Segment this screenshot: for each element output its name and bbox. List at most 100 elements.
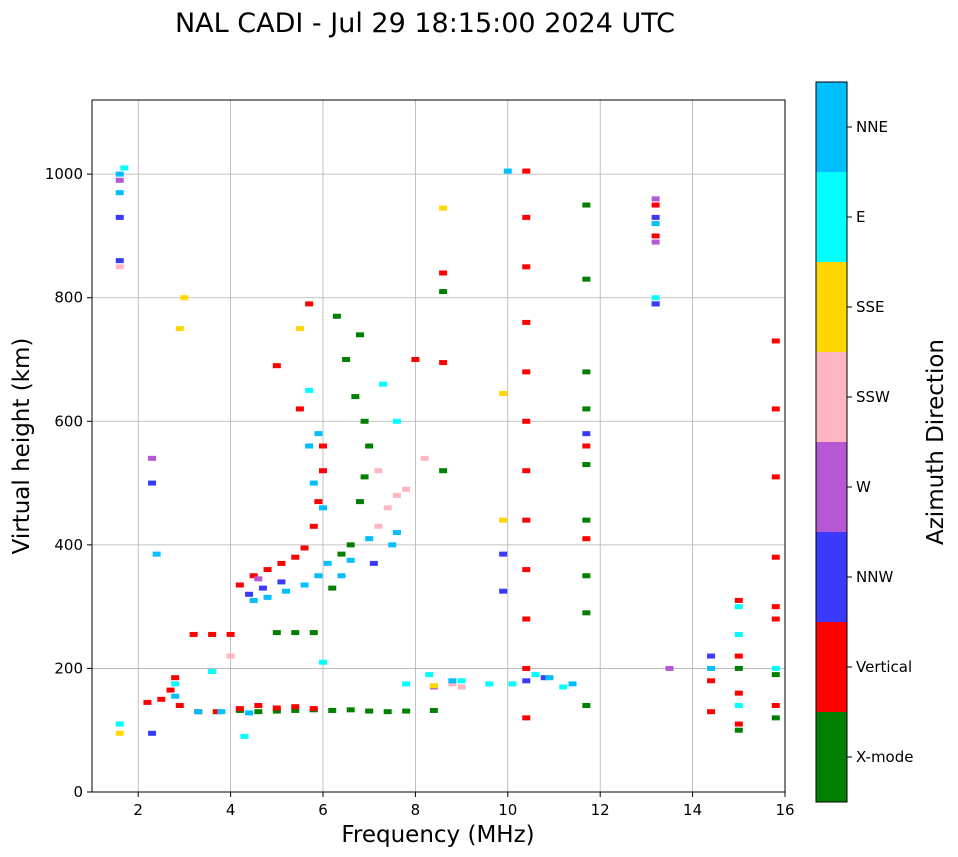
data-point [771,406,780,412]
data-point [540,675,549,681]
data-point [351,394,360,400]
data-point [143,699,152,705]
data-point [337,573,346,579]
data-point [411,357,420,362]
colorbar-segment [816,262,847,352]
y-tick-label: 1000 [45,165,83,183]
data-point [226,631,235,637]
data-point [734,631,743,637]
data-point [295,406,304,412]
data-point [148,730,157,736]
data-point [171,675,180,681]
data-point [582,406,591,412]
series-e [115,165,780,739]
data-point [508,681,517,687]
data-point [522,319,531,325]
colorbar-tick-label: SSW [856,388,890,406]
data-point [282,588,291,594]
plot-frame [91,99,786,793]
data-point [171,693,180,699]
data-point [499,588,508,594]
data-point [319,505,327,511]
data-point [277,579,286,585]
colorbar-tick-label: X-mode [856,748,913,766]
data-point [771,474,780,480]
data-point [309,480,318,486]
data-point [522,616,531,622]
data-point [582,573,591,579]
data-point [291,630,300,636]
data-point [323,560,332,566]
x-tick-label: 12 [591,801,610,819]
colorbar-segment [816,82,847,172]
data-point [651,214,660,220]
data-point [369,560,378,566]
data-point [439,468,448,474]
data-point [194,709,203,715]
data-point [771,338,780,344]
colorbar-segment [816,442,847,532]
data-point [402,708,411,714]
y-tick-label: 600 [54,412,83,430]
data-point [245,591,254,597]
x-axis-ticks: 2 4 6 8 10 12 14 16 [133,792,795,819]
data-point [217,709,226,715]
data-point [291,707,300,713]
data-marks [115,165,780,739]
data-point [319,468,327,474]
data-point [374,468,383,474]
data-point [314,431,323,437]
data-point [245,710,254,716]
data-point [249,597,258,603]
data-point [332,313,341,319]
colorbar-tick-label: W [856,478,871,496]
data-point [522,678,531,684]
data-point [707,653,716,659]
data-point [295,326,304,332]
data-point [360,418,369,424]
data-point [448,681,457,687]
data-point [420,455,429,461]
data-point [707,709,716,715]
data-point [346,707,355,713]
data-point [365,443,374,449]
data-point [365,536,374,542]
colorbar-tick-label: SSE [856,298,885,316]
data-point [328,585,337,591]
data-point [300,582,309,588]
series-ssw [115,264,466,690]
data-point [429,683,438,689]
data-point [319,443,327,449]
x-tick-label: 14 [683,801,702,819]
data-point [355,332,364,338]
data-point [346,542,355,548]
data-point [300,545,309,551]
data-point [582,443,591,449]
data-point [439,360,448,366]
data-point [499,390,508,396]
series-vertical [143,168,780,727]
data-point [166,687,175,693]
data-point [258,585,267,591]
y-axis-ticks: 0 200 400 600 800 1000 [45,165,92,801]
data-point [439,205,448,211]
data-point [771,554,780,560]
data-point [314,499,323,505]
data-point [582,369,591,375]
data-point [582,202,591,208]
colorbar-tick-label: E [856,208,865,226]
colorbar-segment [816,712,847,802]
data-point [240,733,249,739]
data-point [559,684,568,690]
data-point [582,517,591,523]
colorbar-segment [816,622,847,712]
data-point [383,709,392,715]
data-point [734,721,743,727]
series-sse [115,205,508,736]
data-point [309,523,318,529]
data-point [582,703,591,708]
x-tick-label: 8 [411,801,421,819]
data-point [157,696,166,702]
data-point [734,665,743,671]
data-point [651,301,660,307]
